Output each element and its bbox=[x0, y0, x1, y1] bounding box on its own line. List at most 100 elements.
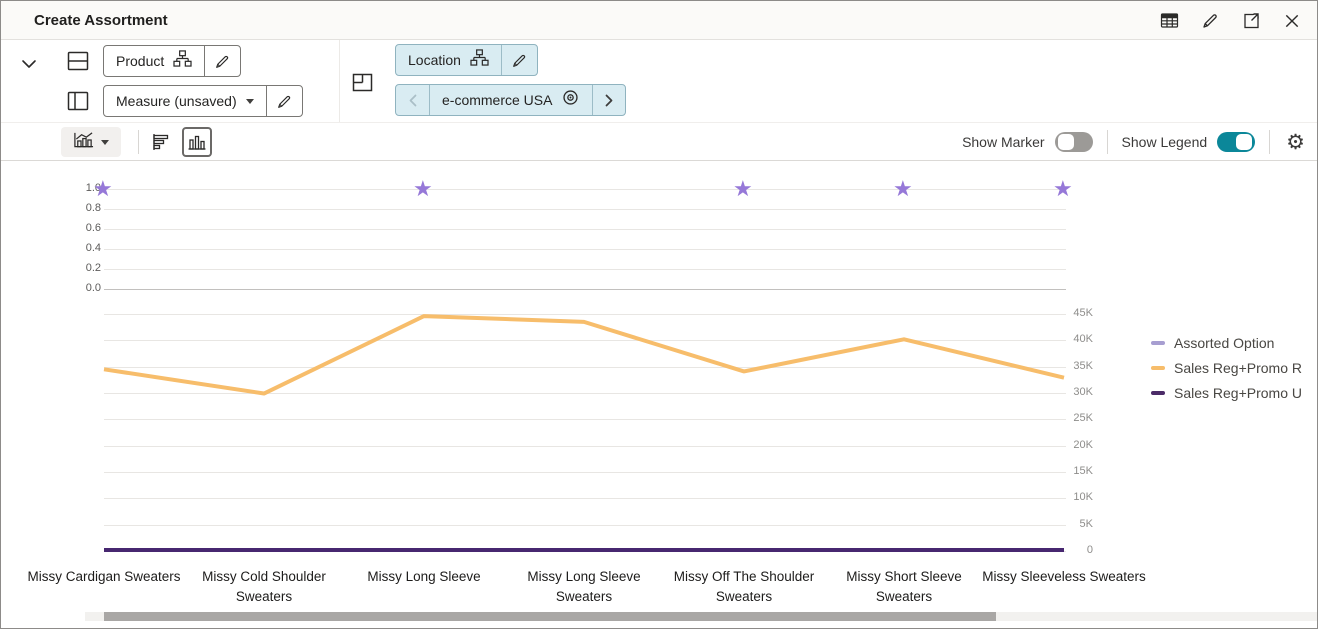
right-axis-tick-label: 5K bbox=[1079, 517, 1093, 530]
legend-label: Assorted Option bbox=[1174, 334, 1275, 351]
chart-toolbar: Show Marker Show Legend ⚙ bbox=[1, 122, 1317, 161]
show-marker-label: Show Marker bbox=[962, 134, 1045, 150]
legend-swatch bbox=[1151, 390, 1165, 395]
left-axis-tick-label: 0.6 bbox=[85, 222, 101, 234]
legend-label: Sales Reg+Promo U bbox=[1174, 384, 1303, 401]
close-icon[interactable] bbox=[1281, 10, 1303, 32]
legend-swatch bbox=[1151, 340, 1165, 345]
measure-edit-button[interactable] bbox=[265, 86, 302, 116]
assorted-star-marker[interactable]: ★ bbox=[413, 176, 433, 201]
chart-type-dropdown[interactable] bbox=[61, 127, 121, 157]
right-axis-tick-label: 25K bbox=[1073, 412, 1093, 425]
horizontal-bar-chart-button[interactable] bbox=[147, 127, 177, 157]
toolbar-right-group: Show Marker Show Legend ⚙ bbox=[962, 123, 1305, 161]
vertical-bar-chart-button[interactable] bbox=[182, 127, 212, 157]
assorted-star-marker[interactable]: ★ bbox=[1053, 176, 1073, 201]
assorted-star-marker[interactable]: ★ bbox=[733, 176, 753, 201]
channel-value: e-commerce USA bbox=[429, 85, 592, 115]
toggle-knob bbox=[1236, 134, 1253, 150]
right-axis-tick-label: 15K bbox=[1073, 465, 1093, 477]
x-axis-category-label: Missy Cardigan Sweaters bbox=[27, 569, 181, 584]
columns-layout-icon bbox=[67, 90, 89, 112]
show-legend-toggle[interactable] bbox=[1217, 132, 1256, 152]
x-axis-category-label: Missy Long Sleeve Sweaters bbox=[527, 569, 641, 605]
show-legend-label: Show Legend bbox=[1121, 134, 1208, 150]
toolbar-divider bbox=[1106, 130, 1108, 154]
axis-controls: Product Measure (unsaved) bbox=[1, 40, 1317, 122]
right-axis-gridline bbox=[104, 314, 1066, 315]
page-title: Create Assortment bbox=[34, 12, 168, 29]
table-view-icon[interactable] bbox=[1158, 10, 1180, 32]
left-axis-tick-label: 1.0 bbox=[85, 182, 101, 194]
page-layout-icon bbox=[351, 71, 373, 93]
left-axis-tick-label: 0.4 bbox=[85, 242, 101, 254]
toolbar-divider bbox=[1269, 130, 1271, 154]
right-axis-gridline bbox=[104, 445, 1066, 447]
bullseye-icon[interactable] bbox=[561, 88, 580, 112]
settings-gear-icon[interactable]: ⚙ bbox=[1286, 130, 1305, 154]
previous-channel-button[interactable] bbox=[396, 85, 429, 115]
right-axis-tick-label: 30K bbox=[1073, 386, 1093, 398]
left-axis-gridline bbox=[104, 209, 1066, 210]
right-axis-tick-label: 0 bbox=[1086, 544, 1093, 556]
product-button[interactable]: Product bbox=[104, 46, 204, 76]
left-axis-gridline bbox=[104, 289, 1066, 290]
chevron-down-icon bbox=[101, 139, 109, 145]
header-actions bbox=[1158, 1, 1303, 40]
horizontal-scrollbar-thumb[interactable] bbox=[104, 612, 996, 621]
product-edit-button[interactable] bbox=[204, 46, 240, 76]
location-axis-group: Location bbox=[395, 44, 538, 76]
legend-item[interactable]: Sales Reg+Promo U bbox=[1151, 380, 1302, 405]
right-axis-gridline bbox=[104, 393, 1066, 394]
product-label: Product bbox=[116, 53, 165, 69]
channel-label: e-commerce USA bbox=[442, 92, 553, 108]
x-axis-category-label: Missy Short Sleeve Sweaters bbox=[846, 569, 962, 605]
left-axis-tick-label: 0.8 bbox=[85, 202, 101, 214]
legend-item[interactable]: Sales Reg+Promo R bbox=[1151, 355, 1302, 380]
product-axis-group: Product bbox=[103, 45, 242, 77]
combo-chart-icon bbox=[73, 131, 94, 154]
measure-dropdown[interactable]: Measure (unsaved) bbox=[104, 86, 266, 116]
horizontal-scrollbar-track[interactable] bbox=[85, 612, 1317, 621]
series-line-sales-reg-promo-r[interactable] bbox=[103, 314, 1065, 396]
location-label: Location bbox=[408, 52, 461, 68]
hierarchy-icon bbox=[470, 49, 489, 71]
legend-swatch bbox=[1151, 365, 1165, 370]
location-button[interactable]: Location bbox=[396, 45, 501, 75]
right-axis-gridline bbox=[104, 366, 1066, 368]
x-axis-category-label: Missy Off The Shoulder Sweaters bbox=[673, 569, 815, 605]
right-axis-gridline bbox=[104, 524, 1066, 526]
x-axis-category-label: Missy Cold Shoulder Sweaters bbox=[202, 569, 326, 605]
x-axis-category-label: Missy Long Sleeve bbox=[367, 569, 481, 584]
edit-icon[interactable] bbox=[1199, 10, 1221, 32]
next-channel-button[interactable] bbox=[592, 85, 625, 115]
rows-layout-icon bbox=[67, 50, 89, 72]
left-axis-gridline bbox=[104, 269, 1066, 270]
chevron-down-icon bbox=[245, 98, 254, 104]
right-axis-gridline bbox=[104, 472, 1066, 473]
left-axis-gridline bbox=[104, 189, 1066, 190]
open-in-new-icon[interactable] bbox=[1240, 10, 1262, 32]
measure-label: Measure (unsaved) bbox=[116, 93, 237, 109]
left-axis-gridline bbox=[104, 229, 1066, 230]
legend-item[interactable]: Assorted Option bbox=[1151, 330, 1302, 355]
right-axis-tick-label: 40K bbox=[1073, 333, 1093, 346]
right-axis-tick-label: 35K bbox=[1073, 359, 1093, 372]
toggle-knob bbox=[1057, 134, 1074, 150]
left-axis-tick-label: 0.0 bbox=[85, 282, 101, 294]
legend-label: Sales Reg+Promo R bbox=[1174, 359, 1303, 376]
show-marker-toggle[interactable] bbox=[1054, 132, 1093, 152]
location-edit-button[interactable] bbox=[500, 45, 537, 75]
controls-divider bbox=[339, 40, 340, 122]
toolbar-divider bbox=[138, 130, 139, 154]
hierarchy-icon bbox=[173, 50, 192, 72]
left-axis-gridline bbox=[104, 249, 1066, 250]
right-axis-tick-label: 10K bbox=[1073, 491, 1093, 504]
collapse-chevron-down-icon[interactable] bbox=[18, 53, 40, 75]
assorted-star-marker[interactable]: ★ bbox=[93, 176, 113, 201]
right-axis-tick-label: 45K bbox=[1073, 307, 1093, 319]
assorted-star-marker[interactable]: ★ bbox=[893, 176, 913, 201]
channel-navigator: e-commerce USA bbox=[395, 84, 627, 116]
measure-axis-group: Measure (unsaved) bbox=[103, 85, 303, 117]
